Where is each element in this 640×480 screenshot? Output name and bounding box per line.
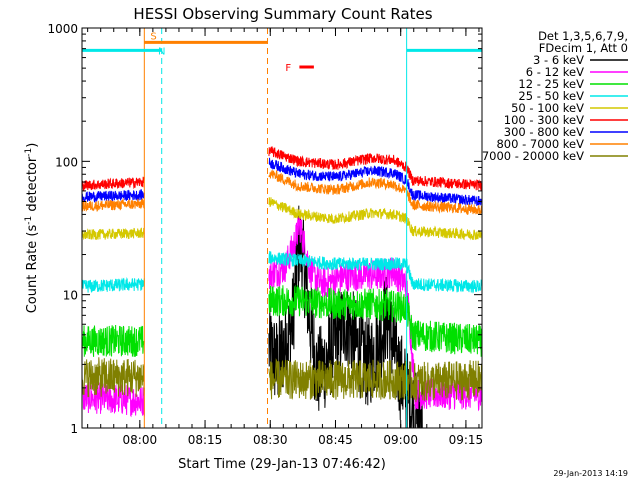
series-line-8 [81, 169, 483, 215]
y-tick-label-3: 100 [55, 155, 78, 169]
legend-label-7: 300 - 800 keV [504, 125, 584, 139]
flag-label-4: F [285, 63, 291, 74]
x-tick-label-1: 08:00 [123, 433, 158, 447]
x-tick-label-2: 08:15 [188, 433, 223, 447]
legend-label-5: 50 - 100 keV [511, 101, 584, 115]
y-tick-label-1: 1 [70, 422, 78, 436]
x-tick-label-4: 08:45 [318, 433, 353, 447]
timestamp: 29-Jan-2013 14:19 [553, 469, 628, 478]
legend: Det 1,3,5,6,7,9, FDecim 1, Att 0 3 - 6 k… [482, 29, 628, 163]
x-axis-label: Start Time (29-Jan-13 07:46:42) [178, 457, 386, 472]
x-tick-label-6: 09:15 [449, 433, 484, 447]
legend-label-2: 6 - 12 keV [526, 65, 584, 79]
y-tick-label-4: 1000 [47, 22, 78, 36]
series-line-6 [81, 146, 483, 192]
flag-label-2: N [158, 46, 165, 57]
legend-label-4: 25 - 50 keV [518, 89, 584, 103]
legend-label-9: 7000 - 20000 keV [482, 149, 584, 163]
legend-label-8: 800 - 7000 keV [496, 137, 584, 151]
series-line-5 [81, 197, 483, 241]
series-line-3 [81, 284, 483, 357]
series-line-9 [81, 357, 483, 403]
y-axis-label: Count Rate (s-1 detector-1) [24, 143, 40, 314]
plot-frame [81, 27, 483, 429]
legend-label-6: 100 - 300 keV [504, 113, 584, 127]
legend-header-line-1: Det 1,3,5,6,7,9, [538, 29, 628, 43]
legend-header-line-2: FDecim 1, Att 0 [539, 41, 628, 55]
axes-layer: 1 10 100 1000 08:00 08:15 08:30 08:45 09:00 09:15 [47, 22, 483, 447]
data-layer [81, 146, 483, 429]
y-tick-label-2: 10 [63, 289, 78, 303]
chart-title: HESSI Observing Summary Count Rates [133, 5, 432, 23]
flag-layer: SN F [82, 28, 483, 428]
flag-label-1: S [150, 31, 156, 42]
x-tick-label-3: 08:30 [253, 433, 288, 447]
legend-label-1: 3 - 6 keV [533, 53, 584, 67]
series-line-4 [81, 250, 483, 294]
legend-label-3: 12 - 25 keV [518, 77, 584, 91]
x-tick-label-5: 09:00 [383, 433, 418, 447]
series-line-7 [81, 157, 483, 207]
